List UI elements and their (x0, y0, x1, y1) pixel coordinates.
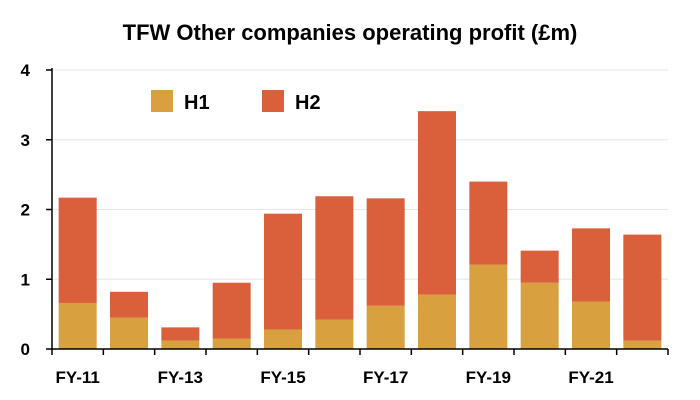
bar-h1-fy-21 (572, 301, 610, 349)
bar-h1-fy-13 (161, 340, 200, 349)
bar-h1-fy-11 (58, 302, 97, 349)
legend-swatch-h2 (262, 90, 284, 112)
chart-title: TFW Other companies operating profit (£m… (123, 20, 578, 45)
legend: H1 H2 (151, 90, 321, 114)
bar-h1-fy-12 (110, 317, 148, 349)
legend-label-h1: H1 (184, 92, 210, 114)
legend-label-h2: H2 (295, 92, 321, 114)
bar-h2-fy-21 (572, 228, 610, 302)
y-tick-label: 0 (21, 340, 30, 359)
bar-h2-fy-20 (520, 250, 559, 283)
bar-h2-fy-17 (366, 198, 405, 306)
y-tick-label: 4 (21, 61, 31, 80)
bar-h2-fy-19 (469, 181, 508, 265)
bar-h1-fy-19 (469, 264, 508, 349)
x-tick-label: FY-15 (260, 368, 305, 387)
bar-h2-fy-11 (58, 197, 97, 303)
x-tick-label: FY-13 (158, 368, 203, 387)
bar-h2-fy-16 (315, 196, 354, 320)
bar-h2-fy-13 (161, 327, 200, 341)
bar-h2-fy-18 (418, 111, 456, 295)
x-tick-label: FY-17 (363, 368, 408, 387)
y-tick-label: 1 (21, 270, 30, 289)
bar-h2-fy-22 (623, 234, 662, 341)
x-tick-label: FY-19 (466, 368, 511, 387)
y-tick-label: 3 (21, 131, 30, 150)
x-tick-label: FY-21 (568, 368, 613, 387)
bar-h2-fy-14 (212, 282, 251, 339)
bar-h1-fy-16 (315, 319, 354, 349)
axes: 0 1 2 3 4 FY-11 FY-13 FY-15 FY-17 FY-19 FY-21 (21, 61, 669, 387)
bar-h1-fy-14 (212, 338, 251, 349)
y-tick-label: 2 (21, 201, 30, 220)
bar-h1-fy-22 (623, 340, 662, 349)
legend-swatch-h1 (151, 90, 173, 112)
bars (58, 111, 662, 349)
x-tick-label: FY-11 (55, 368, 99, 387)
bar-h1-fy-15 (264, 329, 302, 349)
bar-h2-fy-12 (110, 291, 148, 318)
bar-h2-fy-15 (264, 213, 302, 330)
bar-h1-fy-17 (366, 305, 405, 349)
bar-h1-fy-20 (520, 282, 559, 349)
bar-h1-fy-18 (418, 294, 456, 349)
grid (52, 69, 668, 280)
